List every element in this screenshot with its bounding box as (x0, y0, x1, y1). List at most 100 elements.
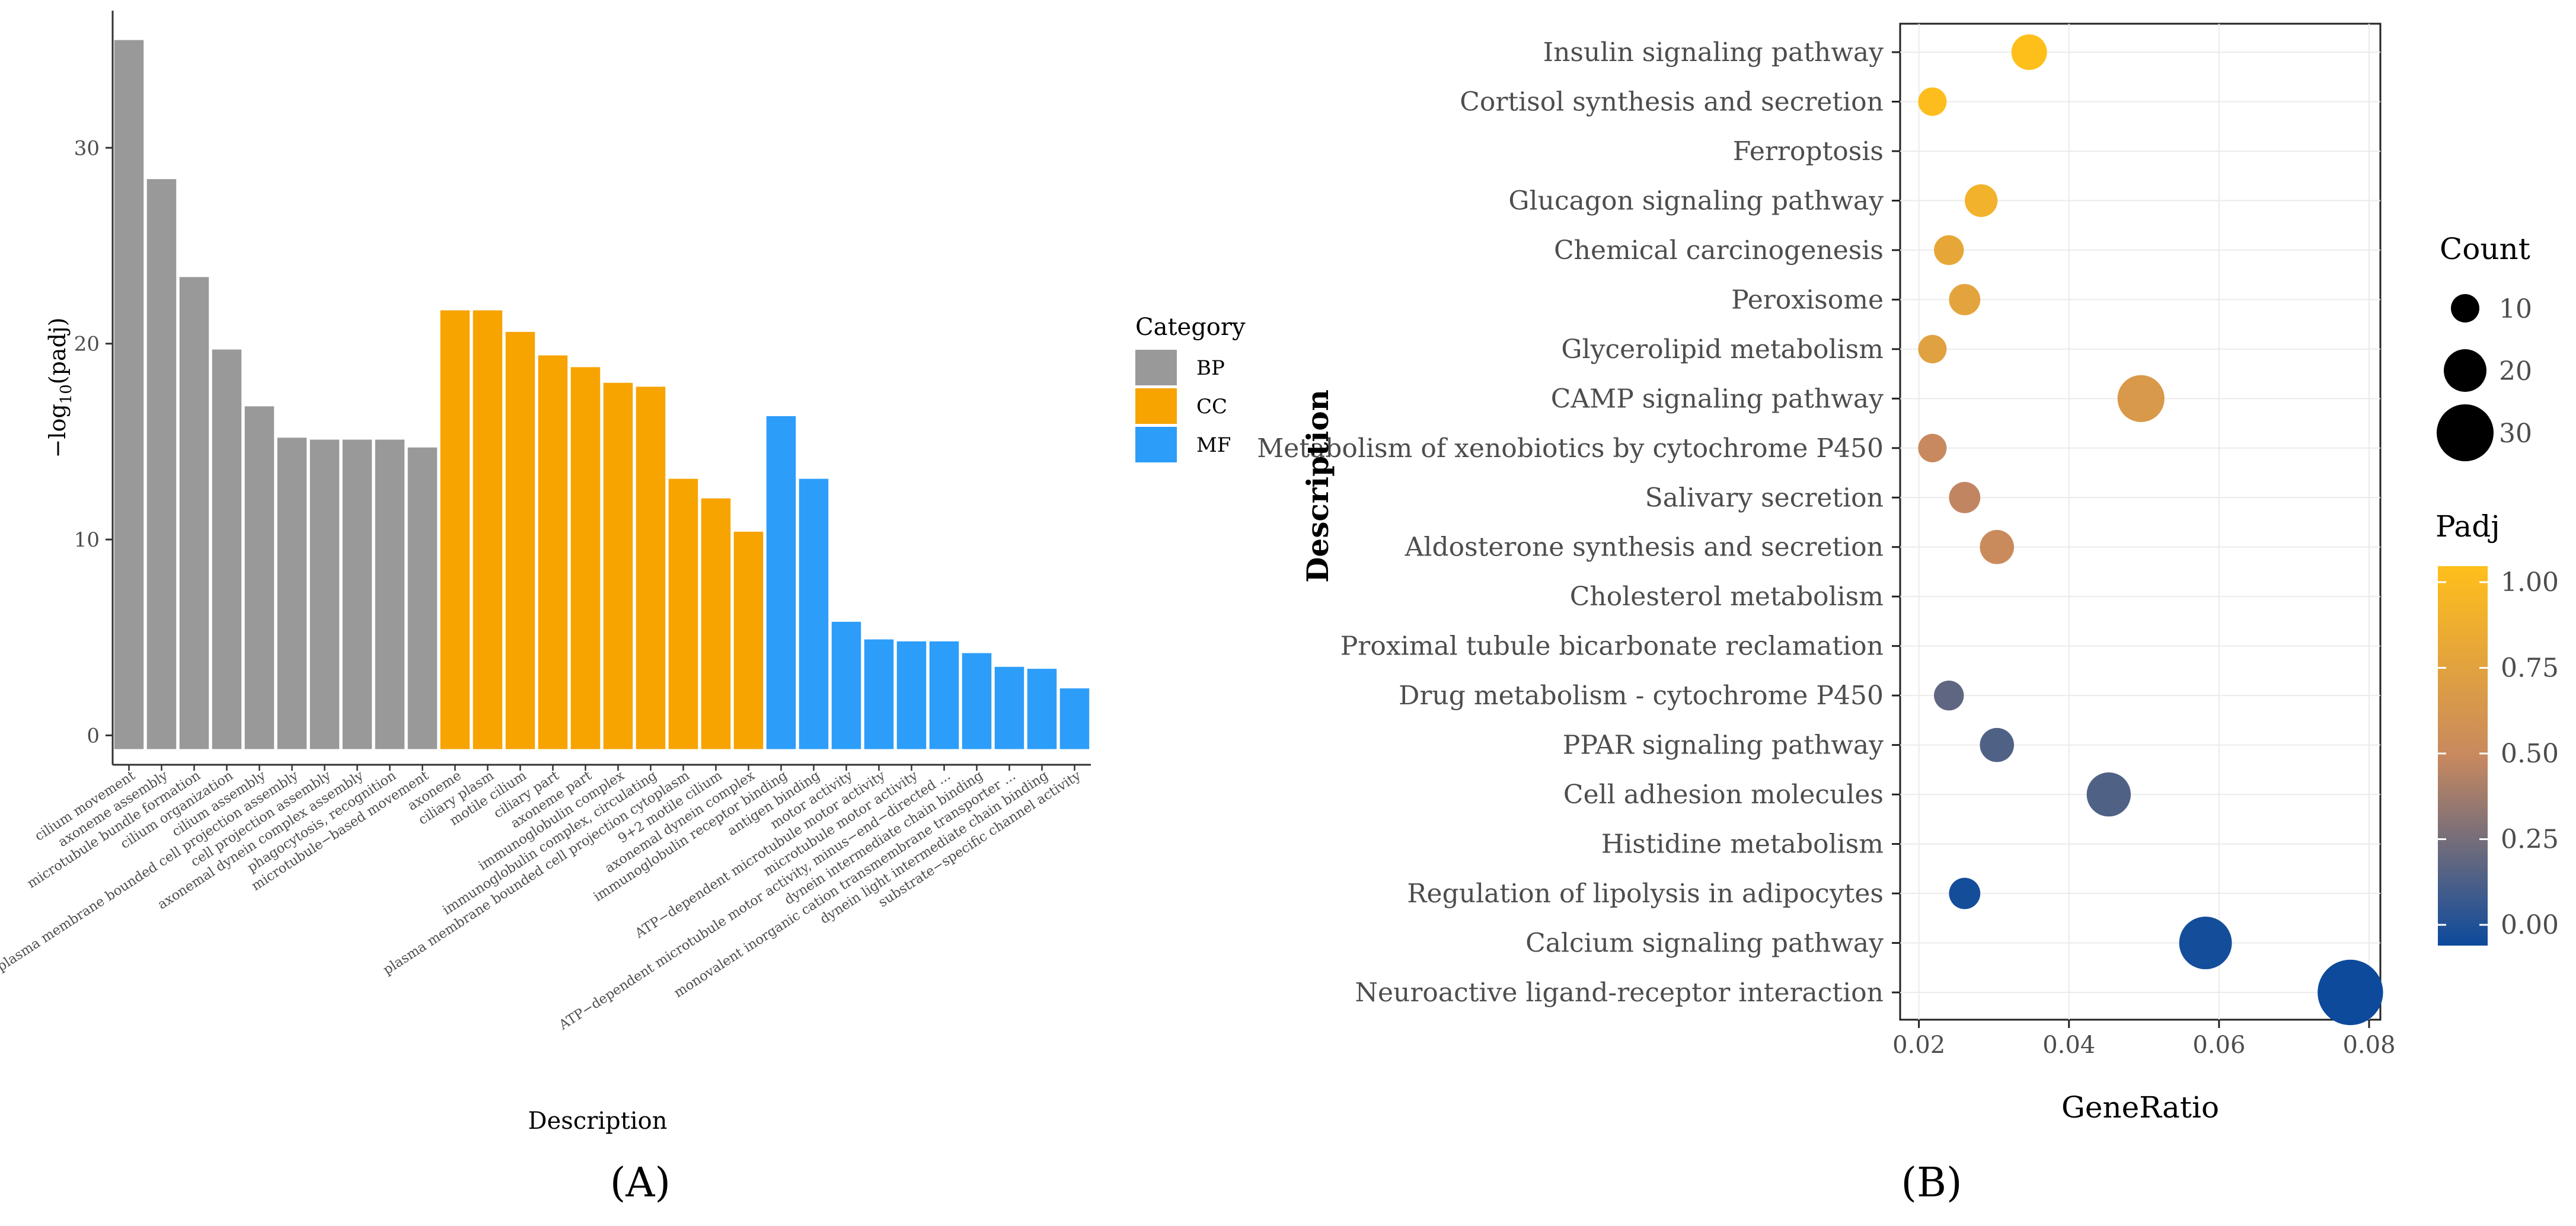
y-tick-label-chemical-carcinogenesis: Chemical carcinogenesis (1554, 235, 1884, 266)
dot-glycerolipid-metabolism (1918, 334, 1947, 363)
y-tick-label: 30 (74, 136, 100, 160)
legend-title: Category (1135, 314, 1246, 341)
bar-axoneme-part (570, 367, 601, 749)
dot-metabolism-of-xenobiotics-by-cytochrome-p450 (1918, 433, 1947, 462)
bar-motile-cilium (505, 331, 535, 749)
bar-plasma-membrane-bounded-cell-projection-assembly (277, 438, 307, 749)
bar-axoneme-assembly (146, 179, 177, 749)
y-axis-title-sub: 10 (58, 384, 75, 404)
bar-immunoglobulin-complex-circulating (636, 387, 666, 749)
bar-microtubule-based-movement (407, 447, 438, 749)
size-legend-label-20: 20 (2499, 356, 2532, 387)
legend-swatch-mf (1135, 427, 1177, 462)
x-axis-title: Description (528, 1107, 668, 1135)
y-tick-label: 0 (87, 724, 100, 748)
y-tick-label-drug-metabolism-cytochrome-p450: Drug metabolism - cytochrome P450 (1399, 681, 1884, 711)
y-tick-label-proximal-tubule-bicarbonate-reclamation: Proximal tubule bicarbonate reclamation (1340, 631, 1884, 662)
dot-salivary-secretion (1949, 481, 1981, 513)
color-legend-label: 0.75 (2501, 653, 2559, 684)
bar-phagocytosis-recognition (375, 439, 405, 749)
y-tick-label-cortisol-synthesis-and-secretion: Cortisol synthesis and secretion (1460, 87, 1884, 117)
y-tick-label-camp-signaling-pathway: CAMP signaling pathway (1551, 384, 1884, 414)
panel-b-dot-plot: Insulin signaling pathway Cortisol synthe… (1257, 23, 2559, 1125)
y-axis-title: −log10(padj) (44, 317, 75, 458)
y-tick-label-regulation-of-lipolysis-in-adipocytes: Regulation of lipolysis in adipocytes (1407, 879, 1884, 909)
bar-atp-dependent-microtubule-motor-activity-minus-end-directed (929, 641, 959, 749)
x-tick-label: 0.06 (2192, 1032, 2245, 1059)
size-legend-label-10: 10 (2499, 294, 2532, 324)
y-tick-label-aldosterone-synthesis-and-secretion: Aldosterone synthesis and secretion (1404, 532, 1884, 563)
y-tick-label-calcium-signaling-pathway: Calcium signaling pathway (1525, 928, 1884, 959)
panel-label-a: (A) (610, 1160, 671, 1206)
legend-label-cc: CC (1196, 395, 1227, 419)
y-tick-label-peroxisome: Peroxisome (1731, 285, 1884, 315)
bar-plasma-membrane-bounded-cell-projection-cytoplasm (668, 478, 698, 749)
bar-cell-projection-assembly (309, 439, 340, 749)
bar-cilium-organization (212, 349, 242, 749)
y-axis-title-tail: (padj) (44, 317, 71, 384)
bar-immunoglobulin-complex (603, 382, 633, 749)
bar-axonemal-dynein-complex (733, 531, 764, 749)
y-tick-label: 10 (74, 528, 100, 552)
y-tick-label-insulin-signaling-pathway: Insulin signaling pathway (1543, 37, 1884, 68)
x-tick-label: 0.02 (1892, 1032, 1945, 1059)
y-tick-label-glucagon-signaling-pathway: Glucagon signaling pathway (1508, 186, 1884, 216)
legend-label-mf: MF (1196, 433, 1231, 457)
bar-microtubule-motor-activity (896, 641, 927, 749)
dot-calcium-signaling-pathway (2179, 917, 2232, 969)
color-legend-label: 0.50 (2501, 739, 2559, 769)
color-legend-title: Padj (2435, 509, 2500, 544)
legend-swatch-bp (1135, 350, 1177, 385)
bar-ciliary-plasm (473, 310, 503, 749)
dot-aldosterone-synthesis-and-secretion (1980, 529, 2015, 564)
size-legend-dot-30 (2437, 404, 2494, 461)
bar-dynein-light-intermediate-chain-binding (1027, 669, 1057, 749)
color-legend-bar (2438, 566, 2488, 946)
bar-motor-activity (831, 621, 861, 749)
y-tick-label-ppar-signaling-pathway: PPAR signaling pathway (1563, 730, 1884, 761)
color-legend-label: 1.00 (2501, 567, 2559, 598)
y-axis-title-main: −log (44, 404, 71, 458)
x-axis-title: GeneRatio (2061, 1090, 2219, 1125)
size-legend-label-30: 30 (2499, 419, 2532, 449)
panel-label-b: (B) (1901, 1160, 1962, 1206)
dot-regulation-of-lipolysis-in-adipocytes (1949, 877, 1981, 909)
y-tick-label: 20 (74, 333, 100, 356)
bar-axoneme (440, 310, 470, 749)
y-tick-label-cell-adhesion-molecules: Cell adhesion molecules (1563, 780, 1884, 810)
bar-microtubule-bundle-formation (179, 277, 209, 749)
legend-swatch-cc (1135, 388, 1177, 424)
y-tick-label-salivary-secretion: Salivary secretion (1645, 483, 1884, 513)
dot-peroxisome (1949, 283, 1981, 315)
y-tick-label-glycerolipid-metabolism: Glycerolipid metabolism (1561, 334, 1884, 365)
color-legend-label: 0.00 (2501, 910, 2559, 940)
y-tick-label-neuroactive-ligand-receptor-interaction: Neuroactive ligand-receptor interaction (1355, 978, 1884, 1008)
dot-cell-adhesion-molecules (2086, 772, 2131, 817)
bar-monovalent-inorganic-cation-transmembrane-transporter (994, 666, 1024, 749)
dot-chemical-carcinogenesis (1934, 235, 1964, 266)
bar-substrate-specific-channel-activity (1059, 688, 1090, 749)
size-legend-dot-20 (2444, 349, 2486, 392)
dot-drug-metabolism-cytochrome-p450 (1934, 680, 1964, 711)
dot-neuroactive-ligand-receptor-interaction (2318, 959, 2383, 1026)
dot-glucagon-signaling-pathway (1965, 184, 1998, 218)
bar-cilium-movement (114, 40, 144, 749)
bar-axonemal-dynein-complex-assembly (342, 439, 372, 749)
dot-insulin-signaling-pathway (2011, 34, 2047, 70)
bar-dynein-intermediate-chain-binding (962, 653, 992, 749)
plot-panel-border (1899, 23, 2382, 1021)
y-tick-label-metabolism-of-xenobiotics-by-cytochrome-p450: Metabolism of xenobiotics by cytochrome … (1257, 433, 1884, 464)
y-axis-title: Description (1300, 389, 1335, 583)
x-tick-label: 0.08 (2342, 1032, 2395, 1059)
color-legend-label: 0.25 (2501, 825, 2559, 855)
legend-label-bp: BP (1196, 356, 1225, 380)
size-legend-dot-10 (2451, 294, 2479, 323)
bar-atp-dependent-microtubule-motor-activity (864, 639, 894, 749)
dot-cortisol-synthesis-and-secretion (1918, 87, 1947, 116)
y-tick-label-cholesterol-metabolism: Cholesterol metabolism (1570, 582, 1884, 612)
dot-ppar-signaling-pathway (1980, 727, 2015, 762)
bar-antigen-binding (799, 478, 829, 749)
bar-cilium-assembly (244, 406, 274, 749)
